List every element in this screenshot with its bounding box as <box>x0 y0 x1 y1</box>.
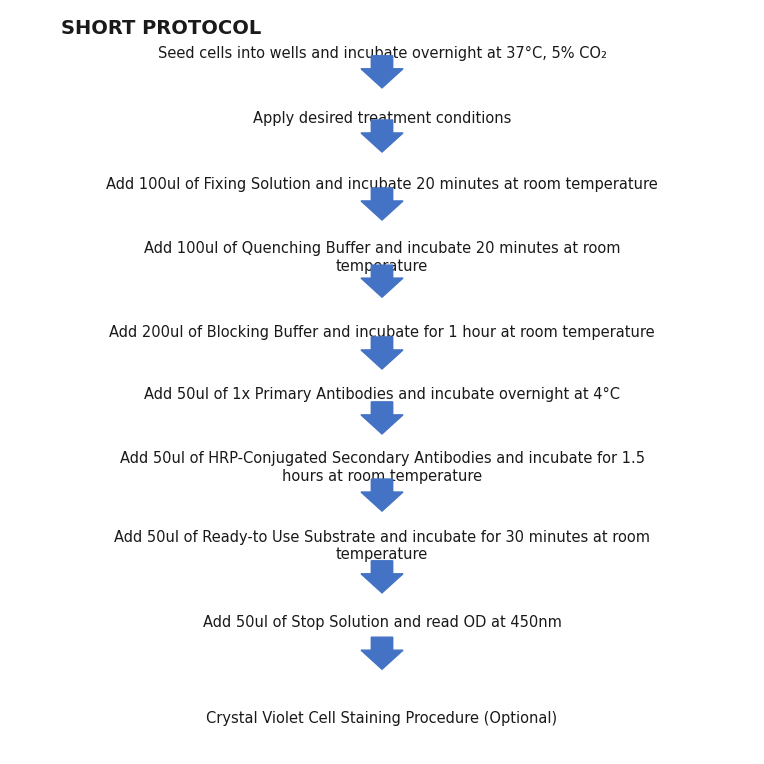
Polygon shape <box>361 637 403 669</box>
Polygon shape <box>361 188 403 220</box>
Text: Add 50ul of HRP-Conjugated Secondary Antibodies and incubate for 1.5
hours at ro: Add 50ul of HRP-Conjugated Secondary Ant… <box>119 452 645 484</box>
Polygon shape <box>361 479 403 511</box>
Polygon shape <box>361 56 403 88</box>
Polygon shape <box>361 265 403 297</box>
Polygon shape <box>361 120 403 152</box>
Text: Add 100ul of Quenching Buffer and incubate 20 minutes at room
temperature: Add 100ul of Quenching Buffer and incuba… <box>144 241 620 274</box>
Text: Apply desired treatment conditions: Apply desired treatment conditions <box>253 111 511 126</box>
Text: Crystal Violet Cell Staining Procedure (Optional): Crystal Violet Cell Staining Procedure (… <box>206 711 558 726</box>
Polygon shape <box>361 402 403 434</box>
Text: Add 50ul of 1x Primary Antibodies and incubate overnight at 4°C: Add 50ul of 1x Primary Antibodies and in… <box>144 387 620 403</box>
Polygon shape <box>361 561 403 593</box>
Text: Add 200ul of Blocking Buffer and incubate for 1 hour at room temperature: Add 200ul of Blocking Buffer and incubat… <box>109 325 655 340</box>
Text: Add 50ul of Stop Solution and read OD at 450nm: Add 50ul of Stop Solution and read OD at… <box>202 615 562 630</box>
Text: Add 100ul of Fixing Solution and incubate 20 minutes at room temperature: Add 100ul of Fixing Solution and incubat… <box>106 177 658 193</box>
Text: SHORT PROTOCOL: SHORT PROTOCOL <box>61 19 261 38</box>
Text: Add 50ul of Ready-to Use Substrate and incubate for 30 minutes at room
temperatu: Add 50ul of Ready-to Use Substrate and i… <box>114 530 650 562</box>
Polygon shape <box>361 337 403 369</box>
Text: Seed cells into wells and incubate overnight at 37°C, 5% CO₂: Seed cells into wells and incubate overn… <box>157 46 607 61</box>
